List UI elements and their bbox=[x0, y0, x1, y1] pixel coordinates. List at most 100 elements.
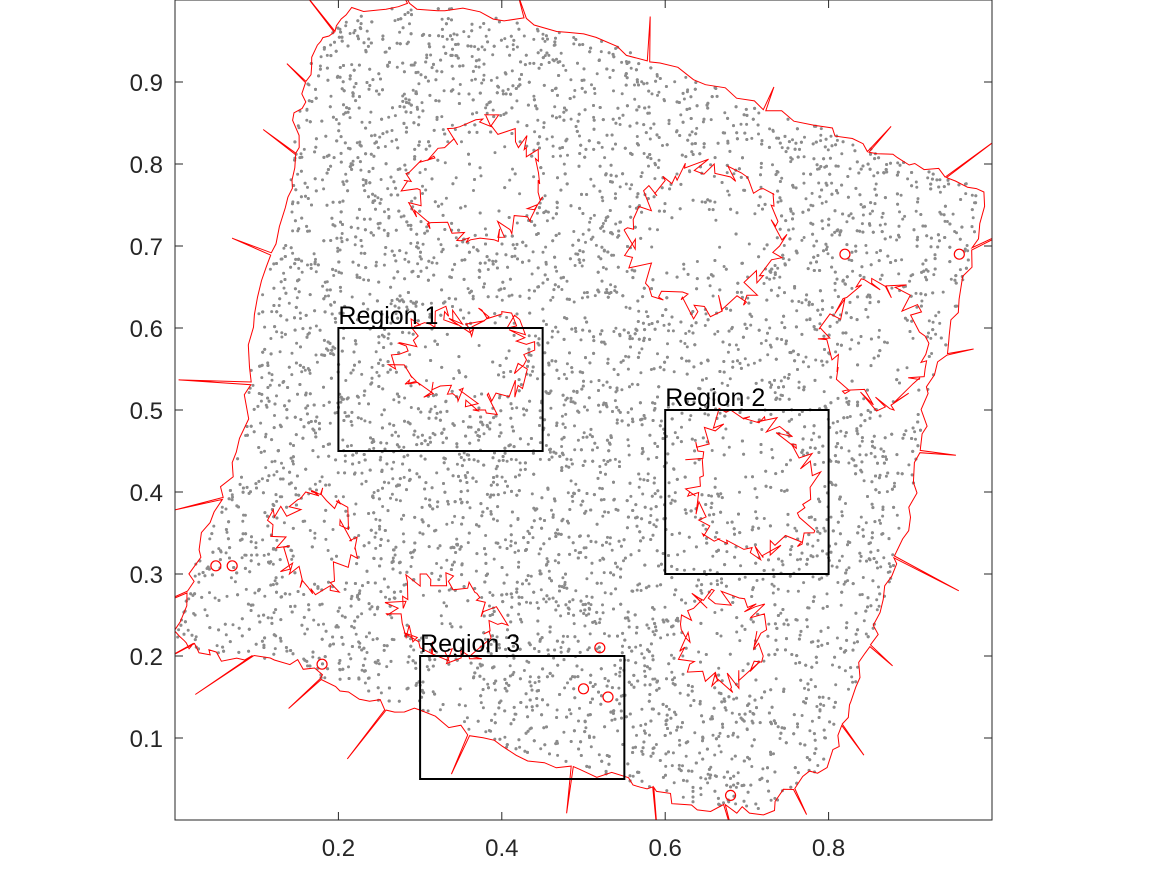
scatter-point bbox=[471, 294, 475, 298]
scatter-point bbox=[308, 326, 312, 330]
scatter-point bbox=[381, 505, 385, 508]
scatter-point bbox=[547, 53, 551, 57]
scatter-point bbox=[208, 537, 212, 541]
scatter-point bbox=[881, 505, 885, 509]
scatter-point bbox=[673, 431, 677, 435]
scatter-point bbox=[647, 164, 650, 168]
scatter-point bbox=[736, 771, 740, 775]
scatter-point bbox=[360, 612, 364, 616]
scatter-point bbox=[483, 637, 487, 641]
scatter-point bbox=[535, 211, 539, 215]
scatter-point bbox=[746, 296, 750, 300]
scatter-point bbox=[243, 513, 247, 517]
scatter-point bbox=[869, 451, 873, 455]
scatter-point bbox=[779, 611, 783, 615]
scatter-point bbox=[873, 446, 877, 450]
scatter-point bbox=[914, 209, 918, 213]
scatter-point bbox=[899, 193, 903, 197]
scatter-point bbox=[397, 434, 400, 438]
scatter-point bbox=[298, 311, 302, 315]
scatter-point bbox=[624, 182, 628, 186]
scatter-point bbox=[858, 453, 862, 457]
scatter-point bbox=[551, 513, 555, 517]
scatter-point bbox=[847, 687, 850, 691]
scatter-point bbox=[687, 329, 691, 333]
scatter-point bbox=[817, 181, 821, 185]
scatter-point bbox=[836, 191, 840, 195]
scatter-point bbox=[829, 134, 833, 138]
scatter-point bbox=[618, 185, 622, 189]
scatter-point bbox=[804, 355, 808, 359]
scatter-point bbox=[713, 332, 717, 336]
scatter-point bbox=[771, 568, 775, 572]
scatter-point bbox=[780, 176, 784, 180]
scatter-point bbox=[418, 171, 422, 175]
scatter-point bbox=[796, 725, 800, 729]
scatter-point bbox=[682, 267, 686, 271]
scatter-point bbox=[406, 223, 410, 227]
scatter-point bbox=[827, 696, 831, 700]
scatter-point bbox=[748, 710, 752, 713]
scatter-point bbox=[861, 576, 865, 579]
scatter-point bbox=[514, 458, 518, 462]
scatter-point bbox=[539, 48, 543, 52]
scatter-point bbox=[208, 591, 211, 595]
scatter-point bbox=[840, 554, 844, 558]
scatter-point bbox=[466, 471, 470, 474]
scatter-point bbox=[690, 130, 694, 134]
scatter-point bbox=[407, 331, 411, 335]
scatter-point bbox=[425, 56, 429, 60]
scatter-point bbox=[802, 581, 806, 585]
scatter-point bbox=[411, 88, 415, 92]
scatter-point bbox=[280, 331, 284, 335]
scatter-point bbox=[726, 384, 730, 387]
scatter-point bbox=[329, 303, 333, 307]
scatter-point bbox=[466, 287, 470, 291]
scatter-point bbox=[819, 313, 822, 317]
scatter-point bbox=[375, 370, 379, 374]
scatter-point bbox=[364, 181, 368, 185]
scatter-point bbox=[614, 672, 618, 676]
scatter-point bbox=[520, 596, 524, 599]
scatter-point bbox=[615, 388, 619, 392]
scatter-point bbox=[392, 460, 396, 464]
scatter-point bbox=[672, 370, 676, 374]
scatter-point bbox=[522, 34, 526, 38]
scatter-point bbox=[681, 795, 685, 799]
scatter-point bbox=[450, 123, 454, 127]
scatter-point bbox=[831, 421, 835, 425]
scatter-point bbox=[645, 81, 649, 85]
scatter-point bbox=[613, 399, 617, 403]
scatter-point bbox=[405, 305, 409, 309]
scatter-point bbox=[955, 231, 958, 235]
scatter-point bbox=[878, 414, 882, 418]
scatter-point bbox=[387, 481, 391, 485]
scatter-point bbox=[436, 546, 440, 550]
scatter-point bbox=[352, 31, 356, 35]
scatter-point bbox=[395, 65, 399, 69]
scatter-point bbox=[846, 579, 850, 583]
scatter-point bbox=[362, 393, 366, 397]
scatter-point bbox=[339, 400, 343, 404]
scatter-point bbox=[458, 687, 462, 691]
scatter-point bbox=[706, 772, 710, 776]
scatter-point bbox=[603, 632, 606, 636]
scatter-point bbox=[564, 412, 568, 416]
scatter-point bbox=[531, 536, 535, 540]
scatter-point bbox=[582, 431, 586, 435]
scatter-point bbox=[500, 475, 504, 479]
scatter-point bbox=[679, 339, 683, 343]
scatter-point bbox=[579, 338, 583, 342]
scatter-point bbox=[847, 566, 851, 570]
scatter-point bbox=[295, 341, 299, 345]
scatter-point bbox=[520, 620, 524, 624]
scatter-point bbox=[595, 446, 599, 450]
scatter-point bbox=[664, 764, 668, 768]
scatter-point bbox=[711, 733, 715, 737]
scatter-point bbox=[429, 53, 433, 57]
scatter-point bbox=[771, 129, 775, 133]
scatter-point bbox=[580, 668, 584, 672]
scatter-point bbox=[822, 460, 825, 464]
scatter-point bbox=[626, 658, 630, 662]
